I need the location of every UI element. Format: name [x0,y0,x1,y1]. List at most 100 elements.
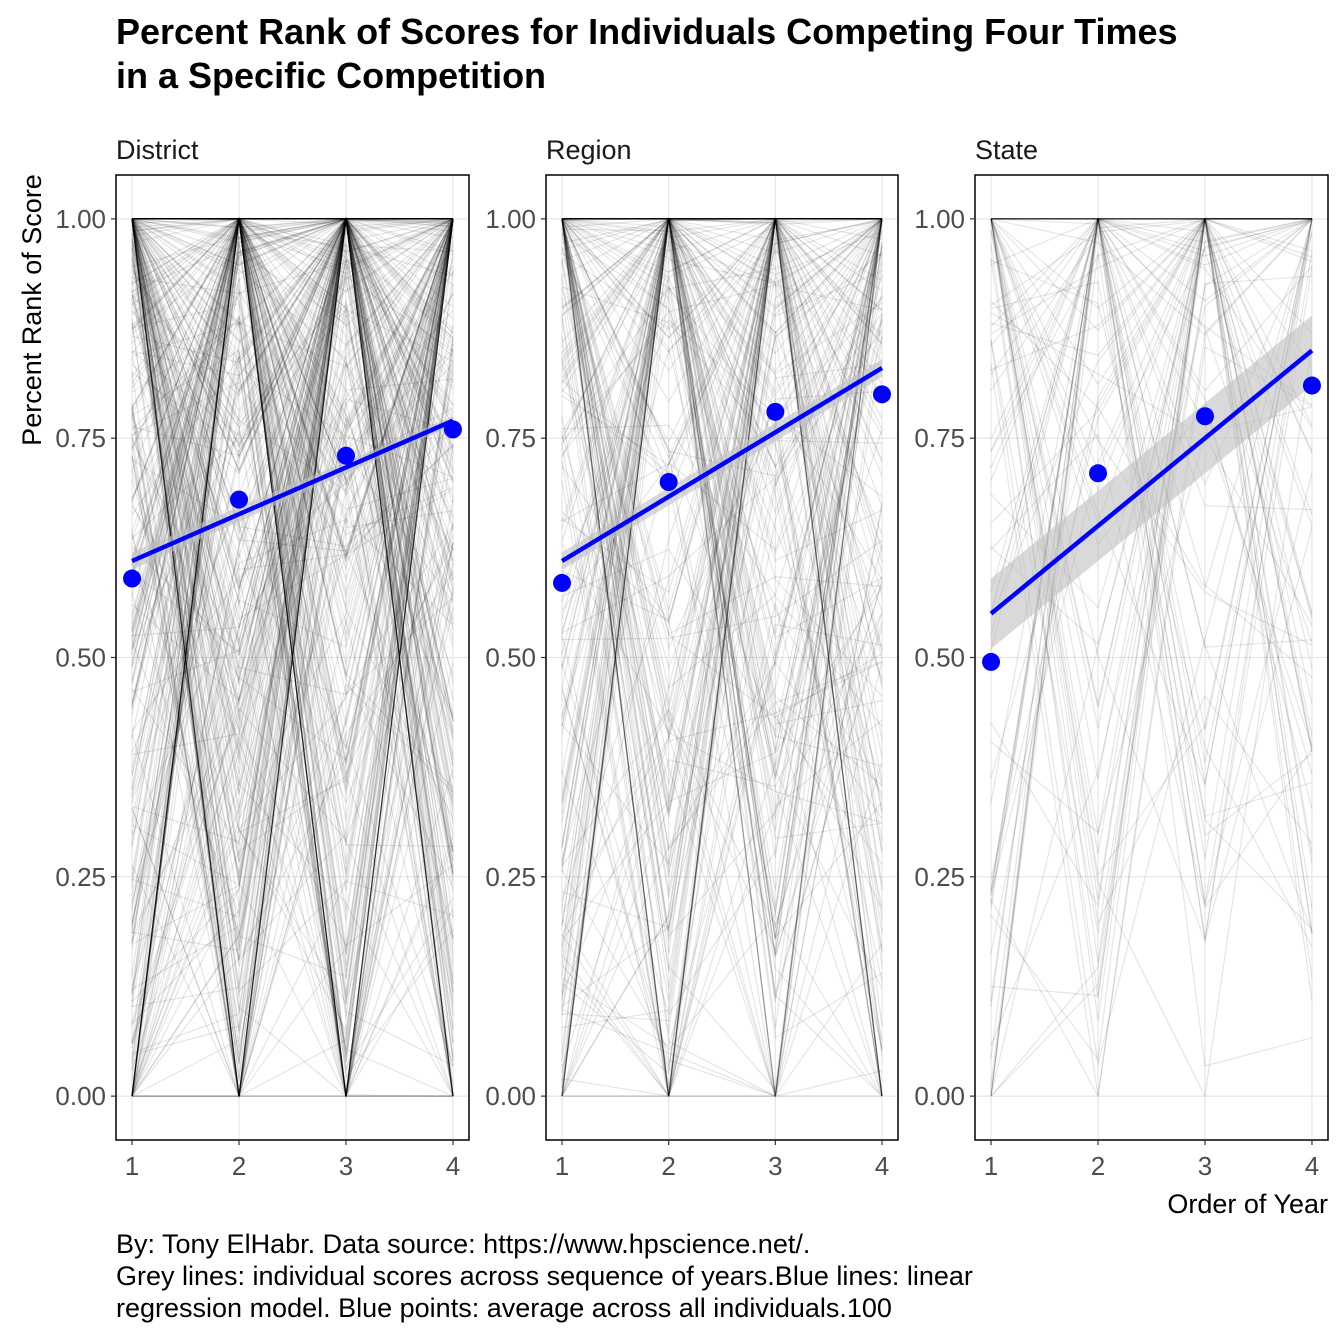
individual-line [131,218,453,397]
individual-line [131,218,454,1049]
individual-line [561,218,882,927]
individual-line [131,218,454,406]
x-tick-label: 3 [768,1151,782,1181]
individual-line [131,218,454,1097]
individual-line [561,218,883,989]
x-tick-label: 2 [661,1151,675,1181]
individual-line [561,218,883,943]
individual-line [990,218,1312,593]
individual-line [132,218,454,627]
x-axis-title: Order of Year [1167,1189,1328,1219]
individual-line [131,216,454,1097]
individual-line [131,218,453,715]
individual-line [561,218,883,1089]
individual-line [561,297,883,815]
individual-line [990,218,1312,1097]
y-tick-label: 0.75 [55,423,106,453]
individual-line [131,218,454,722]
individual-line [131,218,454,1064]
individual-line [561,218,883,1091]
individual-line [561,217,883,514]
individual-line [132,218,454,1097]
individual-line [562,218,883,430]
individual-line [131,218,453,545]
individual-line [990,259,1313,947]
individual-line [561,218,883,1097]
individual-line [131,218,454,1044]
individual-line [131,218,453,498]
individual-line [131,401,454,1055]
individual-line [131,218,454,1097]
individual-line [131,218,454,1055]
individual-line [990,218,1313,997]
grid [546,175,898,1140]
individual-line [561,218,883,726]
individual-line [561,218,883,1099]
individual-line [561,217,883,954]
individual-line [131,218,453,1097]
individual-line [562,218,883,940]
individual-line [561,218,882,317]
individual-line [562,218,883,786]
individual-line [131,230,454,389]
individual-line [561,539,883,641]
individual-line [131,216,454,579]
individual-line [131,218,453,1097]
individual-line [561,218,883,933]
individual-line [131,218,454,703]
individual-line [131,218,454,1097]
individual-line [561,218,883,993]
individual-line [561,218,882,865]
individual-line [561,217,883,680]
individual-line [131,218,454,941]
individual-line [131,218,453,410]
individual-line [131,217,454,1097]
individual-line [131,218,454,1097]
individual-line [131,218,454,684]
individual-line [562,336,883,1097]
y-tick-label: 0.50 [485,643,536,673]
individual-line [561,218,883,1097]
individual-line [561,216,883,873]
individual-line [131,218,454,1097]
individual-line [132,218,454,876]
individual-line [132,218,454,556]
individual-line [561,218,883,1097]
individual-line [131,218,454,892]
individual-line [561,218,882,362]
individual-line [990,218,1313,944]
individual-line [131,242,454,952]
individual-line [131,218,453,706]
individual-line [131,218,453,1097]
individual-line [561,218,883,973]
individual-line [131,218,454,527]
y-tick-label: 0.25 [55,862,106,892]
individual-line [561,217,883,655]
individual-line [131,218,453,229]
individual-line [990,218,1313,859]
individual-line [132,218,454,1019]
individual-line [131,218,453,943]
individual-line [132,218,454,766]
individual-line [131,218,454,1064]
individual-line [131,321,454,1097]
individual-line [131,374,454,1033]
individual-line [131,218,454,1097]
individual-line [131,218,454,451]
individual-line [131,216,454,789]
individual-line [131,218,454,1086]
individual-line [131,222,454,550]
individual-line [131,218,454,423]
individual-line [561,247,883,635]
individual-line [990,218,1313,1097]
individual-line [131,218,454,1097]
individual-line [131,218,453,590]
individual-line [131,218,454,1098]
individual-line [132,218,454,1066]
individual-line [131,218,454,1097]
individual-line [561,217,883,469]
individual-line [131,218,454,944]
individual-line [561,218,882,878]
individual-line [990,218,1313,1047]
individual-line [131,217,454,851]
